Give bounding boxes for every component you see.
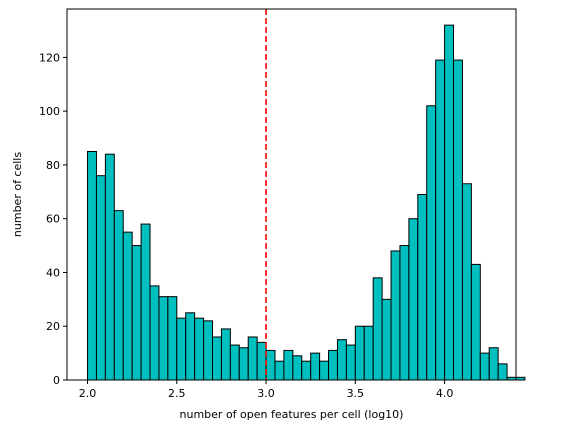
y-tick-label: 100 — [39, 105, 60, 118]
y-tick-label: 120 — [39, 51, 60, 64]
histogram-bar — [149, 285, 160, 381]
y-tick-label: 60 — [46, 213, 60, 226]
histogram-bar — [274, 360, 285, 381]
y-tick-label: 0 — [53, 374, 60, 387]
y-axis-label: number of cells — [11, 152, 24, 237]
histogram-bar — [479, 352, 490, 381]
histogram-bar — [328, 349, 338, 381]
histogram-bar — [345, 344, 356, 381]
histogram-bar — [229, 344, 240, 381]
histogram-bar — [176, 317, 187, 381]
histogram-bar — [363, 325, 374, 381]
y-tick-label: 40 — [46, 266, 60, 279]
histogram-bar — [435, 59, 446, 381]
histogram-bar — [381, 298, 392, 381]
histogram-bar — [470, 263, 481, 381]
histogram-bar — [265, 349, 276, 381]
histogram-bar — [122, 231, 133, 381]
histogram-bar — [417, 194, 428, 381]
histogram-bar — [292, 355, 303, 381]
histogram-bar — [283, 349, 294, 381]
histogram-bar — [399, 245, 410, 381]
x-tick-label: 2.5 — [168, 387, 186, 400]
histogram-bar — [140, 223, 151, 381]
histogram-bar — [488, 347, 499, 381]
histogram-bar — [256, 341, 267, 381]
x-tick-label: 3.0 — [257, 387, 275, 400]
histogram-bar — [444, 24, 455, 381]
y-tick-label: 20 — [46, 320, 60, 333]
histogram-bar — [238, 347, 249, 381]
histogram-bar — [194, 317, 205, 381]
histogram-bar — [426, 105, 437, 381]
histogram-bar — [372, 277, 383, 381]
x-tick-label: 4.0 — [436, 387, 454, 400]
x-tick-label: 2.0 — [79, 387, 97, 400]
histogram-bar — [87, 150, 97, 381]
histogram-bar — [131, 245, 142, 381]
x-axis-ticks: 2.0 2.5 3.0 3.5 4.0 — [79, 380, 454, 400]
histogram-bar — [515, 376, 526, 381]
histogram-bar — [310, 352, 321, 381]
histogram-bar — [158, 296, 169, 381]
x-axis-label: number of open features per cell (log10) — [180, 408, 404, 421]
histogram-bar — [354, 325, 365, 381]
histogram-bar — [461, 183, 472, 381]
histogram-bar — [203, 320, 214, 381]
histogram-bar — [113, 210, 124, 381]
histogram-bar — [247, 336, 258, 381]
histogram-bar — [104, 153, 115, 381]
histogram-bar — [95, 175, 106, 381]
y-axis-ticks: 0 20 40 60 80 100 120 — [39, 51, 67, 387]
histogram-bar — [453, 59, 463, 381]
y-tick-label: 80 — [46, 159, 60, 172]
histogram-bar — [185, 312, 196, 381]
x-tick-label: 3.5 — [347, 387, 365, 400]
histogram-bar — [408, 218, 419, 381]
histogram-bar — [220, 328, 231, 381]
plot-frame — [66, 8, 517, 381]
histogram-bars — [87, 24, 526, 381]
histogram-bar — [497, 363, 508, 381]
histogram-bar — [301, 360, 312, 381]
histogram-bar — [319, 360, 330, 381]
histogram-bar — [336, 339, 347, 381]
histogram-bar — [167, 296, 178, 381]
histogram-bar — [212, 336, 222, 381]
histogram-bar — [390, 250, 401, 381]
